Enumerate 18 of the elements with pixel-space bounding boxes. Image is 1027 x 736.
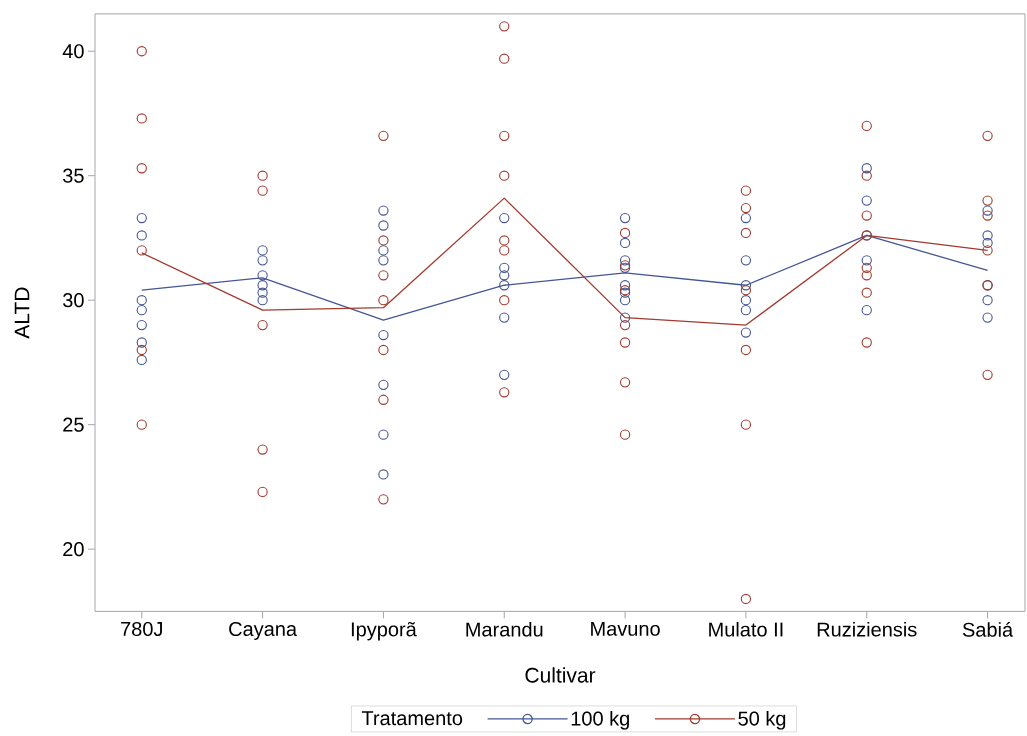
x-tick-label: Sabiá bbox=[962, 621, 1014, 637]
y-tick-label: 35 bbox=[63, 168, 84, 183]
legend-title: Tratamento bbox=[361, 711, 463, 726]
x-tick-label: 780J bbox=[121, 621, 162, 637]
x-tick-label: Ruziziensis bbox=[817, 621, 917, 637]
x-tick-label: Cayana bbox=[229, 621, 298, 641]
x-tick-label: Marandu bbox=[466, 621, 543, 637]
legend-label: 100 kg bbox=[571, 710, 629, 730]
y-axis-title: ALTD bbox=[14, 287, 30, 339]
x-tick-label: Ipyporã bbox=[351, 621, 417, 641]
x-tick-label: Mavuno bbox=[591, 621, 660, 636]
legend-label: 50 kg bbox=[738, 710, 786, 730]
y-tick-label: 25 bbox=[63, 417, 84, 432]
y-tick-label: 40 bbox=[62, 44, 84, 59]
x-axis-title: Cultivar bbox=[525, 667, 596, 683]
y-tick-label: 30 bbox=[63, 293, 84, 308]
y-tick-label: 20 bbox=[63, 542, 84, 557]
x-tick-label: Mulato II bbox=[709, 621, 783, 637]
